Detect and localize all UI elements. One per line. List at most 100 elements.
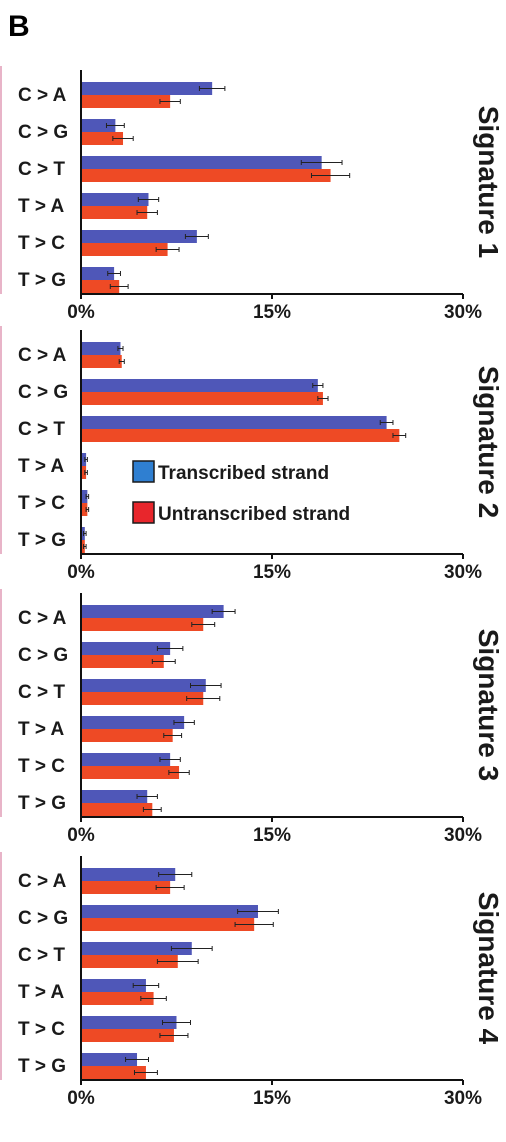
chart-panel-3: C > A C > G C > T T > A T > C T > G0% 15% 30% Si… xyxy=(0,589,504,846)
bar xyxy=(81,243,168,256)
bar xyxy=(81,918,255,931)
bar xyxy=(81,881,171,894)
bar xyxy=(81,527,85,540)
signature-title: Signature 1 xyxy=(473,106,504,258)
bar xyxy=(81,169,331,182)
bar xyxy=(81,490,88,503)
category-label: T > A xyxy=(18,719,65,740)
legend-label-transcribed: Transcribed strand xyxy=(158,463,329,484)
bar xyxy=(81,342,121,355)
category-label: T > G xyxy=(18,530,66,551)
category-label: C > G xyxy=(18,382,68,403)
category-label: C > T xyxy=(18,682,65,703)
signature-title: Signature 2 xyxy=(473,366,504,518)
bar xyxy=(81,790,148,803)
bar xyxy=(81,1016,177,1029)
bar xyxy=(81,618,204,631)
bar xyxy=(81,642,171,655)
legend-label-untranscribed: Untranscribed strand xyxy=(158,504,350,525)
x-tick-label: 15% xyxy=(253,825,291,846)
chart-panel-1: C > A C > G C > T T > A T > C T > G0% 15% 30% Si… xyxy=(0,66,504,323)
x-tick-label: 30% xyxy=(444,825,482,846)
category-label: T > C xyxy=(18,756,65,777)
bar xyxy=(81,1029,174,1042)
category-label: C > G xyxy=(18,908,68,929)
charts: C > AC > GC > TT > AT > CT > G0% 15% 30%Si… xyxy=(0,66,504,1109)
bar xyxy=(81,379,318,392)
x-tick-label: 0% xyxy=(67,1088,95,1109)
x-tick-label: 15% xyxy=(253,562,291,583)
bar xyxy=(81,753,171,766)
category-label: T > C xyxy=(18,493,65,514)
bar xyxy=(81,392,323,405)
panel-label: B xyxy=(8,10,30,43)
bar xyxy=(81,416,387,429)
category-label: C > A xyxy=(18,345,67,366)
x-tick-label: 15% xyxy=(253,302,291,323)
bar xyxy=(81,1066,146,1079)
x-tick-label: 30% xyxy=(444,1088,482,1109)
signature-title: Signature 3 xyxy=(473,629,504,781)
category-label: T > A xyxy=(18,982,65,1003)
bar xyxy=(81,230,197,243)
category-label: T > G xyxy=(18,270,66,291)
category-label: T > C xyxy=(18,233,65,254)
chart-panel-2: C > A C > G C > T T > A T > C T > G0% 15% 30% Si… xyxy=(0,326,504,583)
panel-edge-mark xyxy=(0,589,2,817)
x-tick-label: 30% xyxy=(444,302,482,323)
bar xyxy=(81,193,149,206)
category-label: C > A xyxy=(18,871,67,892)
bar xyxy=(81,905,258,918)
category-label: C > A xyxy=(18,608,67,629)
bar xyxy=(81,868,176,881)
x-tick-label: 0% xyxy=(67,562,95,583)
bar xyxy=(81,803,153,816)
legend-swatch-transcribed xyxy=(132,460,155,483)
signature-title: Signature 4 xyxy=(473,892,504,1045)
bar xyxy=(81,955,178,968)
category-label: T > G xyxy=(18,793,66,814)
panel-edge-mark xyxy=(0,66,2,294)
bar xyxy=(81,429,400,442)
category-label: C > T xyxy=(18,945,65,966)
bar xyxy=(81,540,85,553)
x-tick-label: 0% xyxy=(67,825,95,846)
category-label: C > A xyxy=(18,85,67,106)
bar xyxy=(81,716,185,729)
bar xyxy=(81,1053,138,1066)
bar xyxy=(81,729,173,742)
category-label: C > T xyxy=(18,419,65,440)
bar xyxy=(81,466,87,479)
bar xyxy=(81,692,204,705)
legend-swatch-untranscribed xyxy=(132,501,155,524)
bar xyxy=(81,280,120,293)
bar xyxy=(81,655,164,668)
x-tick-label: 15% xyxy=(253,1088,291,1109)
category-label: C > G xyxy=(18,122,68,143)
bar xyxy=(81,942,192,955)
bar xyxy=(81,453,87,466)
bar xyxy=(81,992,154,1005)
bar xyxy=(81,766,180,779)
panel-edge-mark xyxy=(0,852,2,1080)
category-label: C > T xyxy=(18,159,65,180)
x-tick-label: 30% xyxy=(444,562,482,583)
bar xyxy=(81,355,122,368)
bar xyxy=(81,503,88,516)
x-tick-label: 0% xyxy=(67,302,95,323)
bar xyxy=(81,95,171,108)
panel-edge-mark xyxy=(0,326,2,554)
category-label: T > A xyxy=(18,196,65,217)
bar xyxy=(81,206,148,219)
category-label: T > C xyxy=(18,1019,65,1040)
bar xyxy=(81,979,146,992)
bar xyxy=(81,156,322,169)
category-label: C > G xyxy=(18,645,68,666)
bar xyxy=(81,267,115,280)
category-label: T > G xyxy=(18,1056,66,1077)
bar xyxy=(81,82,213,95)
bar xyxy=(81,605,224,618)
bar xyxy=(81,119,116,132)
chart-panel-4: C > A C > G C > T T > A T > C T > G0% 15% 30% Si… xyxy=(0,852,504,1109)
